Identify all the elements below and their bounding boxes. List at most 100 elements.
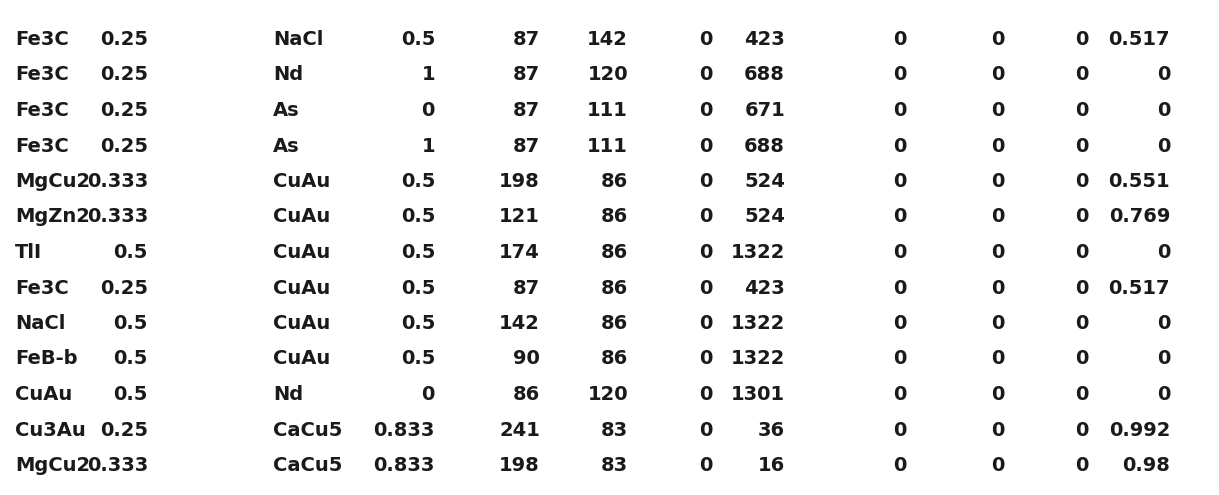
Text: 0: 0 xyxy=(991,420,1004,440)
Text: 688: 688 xyxy=(744,65,785,85)
Text: Cu3Au: Cu3Au xyxy=(15,420,85,440)
Text: 0: 0 xyxy=(700,30,713,49)
Text: 0.551: 0.551 xyxy=(1108,172,1170,191)
Text: 0.5: 0.5 xyxy=(113,243,147,262)
Text: 0.98: 0.98 xyxy=(1123,456,1170,475)
Text: 0.833: 0.833 xyxy=(374,456,435,475)
Text: 0: 0 xyxy=(1075,456,1089,475)
Text: 0: 0 xyxy=(894,30,907,49)
Text: 0: 0 xyxy=(1075,30,1089,49)
Text: 0: 0 xyxy=(894,137,907,155)
Text: MgCu2: MgCu2 xyxy=(15,456,90,475)
Text: 0.25: 0.25 xyxy=(100,137,147,155)
Text: 0: 0 xyxy=(991,207,1004,227)
Text: 0: 0 xyxy=(700,172,713,191)
Text: 1322: 1322 xyxy=(730,243,785,262)
Text: 86: 86 xyxy=(601,172,628,191)
Text: Fe3C: Fe3C xyxy=(15,137,68,155)
Text: 0.25: 0.25 xyxy=(100,101,147,120)
Text: 120: 120 xyxy=(588,65,628,85)
Text: 0: 0 xyxy=(1075,314,1089,333)
Text: 0: 0 xyxy=(894,207,907,227)
Text: 0: 0 xyxy=(1075,207,1089,227)
Text: 0.517: 0.517 xyxy=(1108,279,1170,297)
Text: 0: 0 xyxy=(700,243,713,262)
Text: 1: 1 xyxy=(422,65,435,85)
Text: 0: 0 xyxy=(700,385,713,404)
Text: 0: 0 xyxy=(991,243,1004,262)
Text: 86: 86 xyxy=(601,243,628,262)
Text: 241: 241 xyxy=(499,420,540,440)
Text: 0.5: 0.5 xyxy=(113,385,147,404)
Text: 0: 0 xyxy=(1157,243,1170,262)
Text: 423: 423 xyxy=(745,30,785,49)
Text: 524: 524 xyxy=(744,172,785,191)
Text: 0: 0 xyxy=(894,314,907,333)
Text: 0: 0 xyxy=(1157,65,1170,85)
Text: 0: 0 xyxy=(700,137,713,155)
Text: 0: 0 xyxy=(894,101,907,120)
Text: 0.5: 0.5 xyxy=(113,314,147,333)
Text: 0: 0 xyxy=(700,65,713,85)
Text: 0: 0 xyxy=(991,137,1004,155)
Text: 0.25: 0.25 xyxy=(100,65,147,85)
Text: 1322: 1322 xyxy=(730,349,785,368)
Text: 86: 86 xyxy=(601,314,628,333)
Text: 0: 0 xyxy=(1075,349,1089,368)
Text: CuAu: CuAu xyxy=(273,207,330,227)
Text: 0: 0 xyxy=(1075,385,1089,404)
Text: 0.833: 0.833 xyxy=(374,420,435,440)
Text: MgCu2: MgCu2 xyxy=(15,172,90,191)
Text: 0.333: 0.333 xyxy=(87,207,147,227)
Text: 0: 0 xyxy=(422,385,435,404)
Text: 87: 87 xyxy=(513,137,540,155)
Text: 0.333: 0.333 xyxy=(87,456,147,475)
Text: 86: 86 xyxy=(601,279,628,297)
Text: NaCl: NaCl xyxy=(15,314,66,333)
Text: CuAu: CuAu xyxy=(273,172,330,191)
Text: 0: 0 xyxy=(700,456,713,475)
Text: 0: 0 xyxy=(700,207,713,227)
Text: Fe3C: Fe3C xyxy=(15,30,68,49)
Text: 0: 0 xyxy=(1157,385,1170,404)
Text: NaCl: NaCl xyxy=(273,30,323,49)
Text: 0: 0 xyxy=(1075,420,1089,440)
Text: 0: 0 xyxy=(991,314,1004,333)
Text: 0: 0 xyxy=(894,385,907,404)
Text: 0.25: 0.25 xyxy=(100,279,147,297)
Text: Fe3C: Fe3C xyxy=(15,279,68,297)
Text: 0.5: 0.5 xyxy=(401,243,435,262)
Text: 111: 111 xyxy=(588,101,628,120)
Text: 121: 121 xyxy=(499,207,540,227)
Text: 0.5: 0.5 xyxy=(401,349,435,368)
Text: 0.5: 0.5 xyxy=(401,314,435,333)
Text: 120: 120 xyxy=(588,385,628,404)
Text: MgZn2: MgZn2 xyxy=(15,207,90,227)
Text: 1301: 1301 xyxy=(731,385,785,404)
Text: As: As xyxy=(273,101,300,120)
Text: 671: 671 xyxy=(745,101,785,120)
Text: Nd: Nd xyxy=(273,65,304,85)
Text: 0: 0 xyxy=(700,101,713,120)
Text: 688: 688 xyxy=(744,137,785,155)
Text: 86: 86 xyxy=(601,349,628,368)
Text: 0: 0 xyxy=(894,279,907,297)
Text: CuAu: CuAu xyxy=(273,279,330,297)
Text: 0: 0 xyxy=(991,30,1004,49)
Text: 142: 142 xyxy=(588,30,628,49)
Text: 0: 0 xyxy=(894,243,907,262)
Text: Fe3C: Fe3C xyxy=(15,65,68,85)
Text: 87: 87 xyxy=(513,279,540,297)
Text: 36: 36 xyxy=(758,420,785,440)
Text: 0: 0 xyxy=(894,456,907,475)
Text: CaCu5: CaCu5 xyxy=(273,420,343,440)
Text: Nd: Nd xyxy=(273,385,304,404)
Text: 0: 0 xyxy=(1075,172,1089,191)
Text: 0: 0 xyxy=(1075,243,1089,262)
Text: 0.5: 0.5 xyxy=(113,349,147,368)
Text: TlI: TlI xyxy=(15,243,43,262)
Text: 0.25: 0.25 xyxy=(100,30,147,49)
Text: CuAu: CuAu xyxy=(15,385,72,404)
Text: 0: 0 xyxy=(991,456,1004,475)
Text: 0: 0 xyxy=(1075,279,1089,297)
